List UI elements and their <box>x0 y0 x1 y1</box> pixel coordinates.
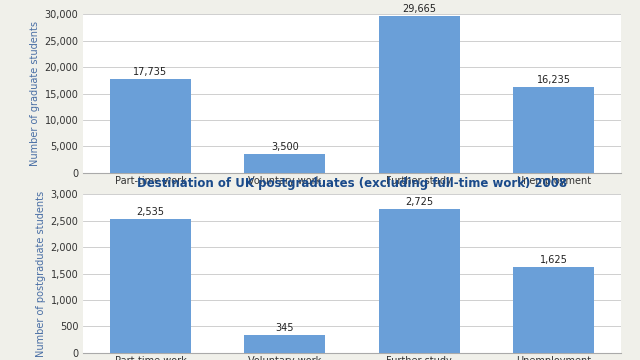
Bar <box>379 209 460 353</box>
Bar <box>513 267 594 353</box>
Text: 3,500: 3,500 <box>271 143 299 152</box>
Text: 345: 345 <box>276 323 294 333</box>
Text: 1,625: 1,625 <box>540 255 568 265</box>
Bar <box>110 219 191 353</box>
Text: 16,235: 16,235 <box>536 75 571 85</box>
Y-axis label: Number of postgraduate students: Number of postgraduate students <box>36 190 46 357</box>
Y-axis label: Number of graduate students: Number of graduate students <box>30 21 40 166</box>
Bar <box>244 154 325 173</box>
Bar <box>110 79 191 173</box>
Text: 2,725: 2,725 <box>405 197 433 207</box>
Text: 17,735: 17,735 <box>133 67 168 77</box>
Title: Destination of UK postgraduates (excluding full-time work) 2008: Destination of UK postgraduates (excludi… <box>137 177 567 190</box>
Text: 29,665: 29,665 <box>402 4 436 14</box>
Bar <box>244 334 325 353</box>
Bar <box>513 87 594 173</box>
Bar <box>379 16 460 173</box>
Text: 2,535: 2,535 <box>136 207 164 217</box>
